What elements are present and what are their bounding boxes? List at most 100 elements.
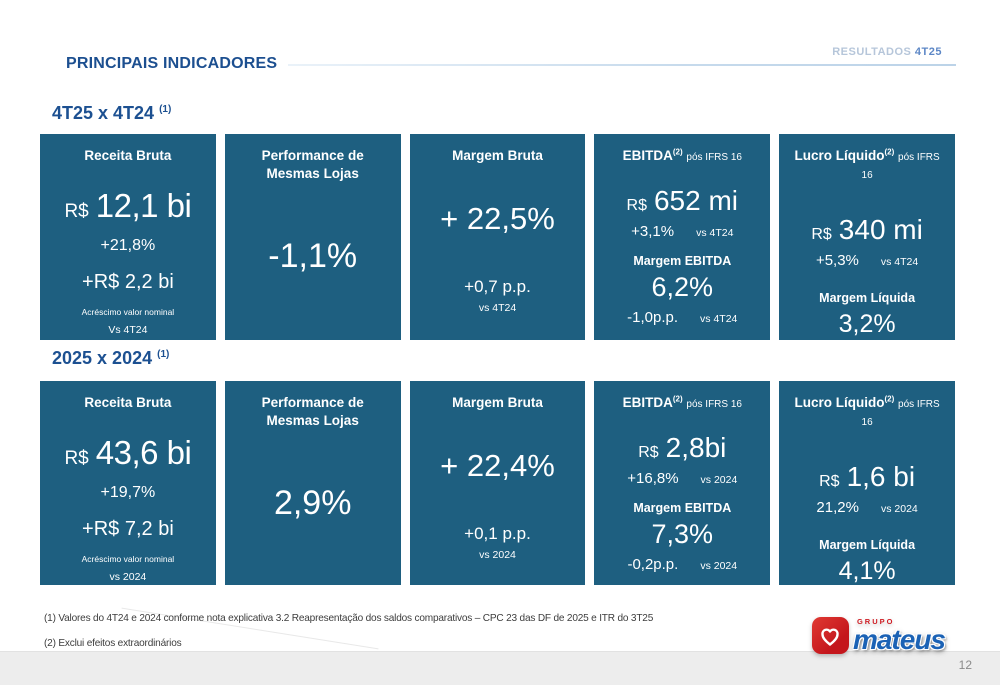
lucro-vs: vs 2024 — [880, 503, 918, 516]
logo-text: GRUPO mateus — [852, 616, 946, 655]
card-title: Margem Bruta — [452, 148, 543, 163]
margem-vs: vs 2024 — [479, 548, 516, 561]
lucro-title-suffix: pós IFRS 16 — [861, 399, 940, 428]
ebitda-value: 2,8bi — [665, 431, 727, 463]
card-performance-q: Performance de Mesmas Lojas -1,1% — [224, 134, 401, 340]
indicator-row-quarter: Receita Bruta R$ 12,1 bi +21,8% +R$ 2,2 … — [40, 134, 955, 340]
card-receita-bruta-q: Receita Bruta R$ 12,1 bi +21,8% +R$ 2,2 … — [40, 134, 216, 340]
card-title: Lucro Líquido(2) pós IFRS 16 — [792, 394, 942, 429]
receita-value-line: R$ 43,6 bi — [64, 434, 191, 472]
margem-ebitda-value: 6,2% — [651, 271, 714, 302]
lucro-title-text: Lucro Líquido — [794, 395, 885, 410]
performance-value: -1,1% — [268, 237, 358, 276]
receita-vs: Vs 4T24 — [108, 323, 148, 336]
section-heading-year: 2025 x 2024 (1) — [52, 348, 169, 369]
logo-group-label: GRUPO — [856, 616, 895, 626]
margem-ebitda-value: 7,3% — [651, 518, 714, 549]
footnote-ref-icon: (2) — [672, 394, 683, 404]
currency-symbol: R$ — [819, 473, 840, 491]
card-title: EBITDA(2) pós IFRS 16 — [623, 147, 742, 165]
ebitda-title-suffix: pós IFRS 16 — [686, 152, 742, 163]
margem-ebitda-delta-row: -0,2p.p. vs 2024 — [627, 556, 737, 573]
card-margem-bruta-q: Margem Bruta + 22,5% +0,7 p.p. vs 4T24 — [409, 134, 586, 340]
lucro-value: 1,6 bi — [846, 461, 916, 493]
card-receita-bruta-y: Receita Bruta R$ 43,6 bi +19,7% +R$ 7,2 … — [40, 381, 216, 585]
section-heading-text: 4T25 x 4T24 — [52, 103, 155, 123]
page-number: 12 — [958, 658, 972, 672]
ebitda-pct-row: +3,1% vs 4T24 — [631, 223, 733, 240]
lucro-pct-row: +5,3% vs 4T24 — [816, 252, 918, 269]
card-ebitda-q: EBITDA(2) pós IFRS 16 R$ 652 mi +3,1% vs… — [594, 134, 771, 340]
card-title: Receita Bruta — [84, 148, 172, 163]
lucro-pct-row: 21,2% vs 2024 — [816, 499, 917, 516]
margem-liquida-value: 4,1% — [838, 557, 896, 585]
receita-delta: +R$ 2,2 bi — [82, 270, 174, 293]
lucro-title-suffix: pós IFRS 16 — [861, 152, 940, 181]
margem-ebitda-delta: -1,0p.p. — [627, 308, 679, 326]
card-performance-y: Performance de Mesmas Lojas 2,9% — [224, 381, 401, 585]
card-title: EBITDA(2) pós IFRS 16 — [623, 394, 742, 412]
receita-note: Acréscimo valor nominal — [81, 306, 175, 317]
heart-icon — [811, 617, 849, 654]
margem-delta: +0,7 p.p. — [464, 276, 531, 296]
card-ebitda-y: EBITDA(2) pós IFRS 16 R$ 2,8bi +16,8% vs… — [594, 381, 771, 585]
lucro-pct: 21,2% — [816, 499, 859, 517]
receita-pct: +21,8% — [100, 236, 156, 254]
footnote-ref-icon: (2) — [884, 147, 895, 157]
card-title: Receita Bruta — [84, 395, 172, 410]
performance-value: 2,9% — [273, 484, 352, 523]
ebitda-pct-row: +16,8% vs 2024 — [627, 470, 737, 487]
currency-symbol: R$ — [638, 443, 659, 461]
card-margem-bruta-y: Margem Bruta + 22,4% +0,1 p.p. vs 2024 — [409, 381, 586, 585]
ebitda-value: 652 mi — [653, 184, 739, 216]
results-label: RESULTADOS — [832, 46, 912, 58]
ebitda-vs: vs 2024 — [700, 473, 738, 486]
card-title: Margem Bruta — [452, 395, 543, 410]
receita-note: Acréscimo valor nominal — [81, 553, 175, 564]
footnote-2: (2) Exclui efeitos extraordinários — [44, 637, 182, 649]
footnote-1: (1) Valores do 4T24 e 2024 conforme nota… — [44, 612, 654, 624]
margem-ebitda-label: Margem EBITDA — [633, 253, 732, 268]
currency-symbol: R$ — [626, 196, 647, 214]
lucro-value-line: R$ 1,6 bi — [819, 461, 915, 493]
margem-liquida-value: 3,2% — [838, 310, 896, 339]
ebitda-vs: vs 4T24 — [696, 226, 734, 239]
results-period: 4T25 — [914, 46, 942, 58]
card-title: Performance de Mesmas Lojas — [261, 395, 364, 428]
footnote-ref-icon: (1) — [157, 349, 170, 360]
card-lucro-liquido-q: Lucro Líquido(2) pós IFRS 16 R$ 340 mi +… — [779, 134, 955, 340]
margem-value: + 22,4% — [440, 447, 555, 483]
results-tag: RESULTADOS 4T25 — [832, 46, 942, 58]
logo-brand-label: mateus — [852, 624, 946, 655]
margem-ebitda-label: Margem EBITDA — [633, 500, 732, 515]
lucro-value-line: R$ 340 mi — [811, 214, 923, 246]
ebitda-value-line: R$ 652 mi — [627, 185, 739, 217]
margem-vs: vs 4T24 — [478, 301, 517, 314]
lucro-value: 340 mi — [838, 214, 923, 246]
margem-value: + 22,5% — [440, 200, 555, 236]
page-title: PRINCIPAIS INDICADORES — [66, 55, 278, 72]
receita-vs: vs 2024 — [109, 570, 147, 583]
ebitda-title-text: EBITDA — [622, 395, 673, 410]
margem-ebitda-delta: -0,2p.p. — [627, 555, 679, 573]
ebitda-title-text: EBITDA — [622, 148, 673, 163]
ebitda-pct: +16,8% — [627, 469, 679, 487]
receita-value: 12,1 bi — [95, 186, 192, 224]
grupo-mateus-logo: GRUPO mateus — [811, 616, 946, 655]
ebitda-pct: +3,1% — [631, 222, 675, 240]
lucro-title-text: Lucro Líquido — [794, 148, 885, 163]
currency-symbol: R$ — [811, 226, 832, 244]
margem-ebitda-delta-row: -1,0p.p. vs 4T24 — [627, 309, 737, 326]
currency-symbol: R$ — [64, 200, 89, 222]
footnote-ref-icon: (1) — [159, 104, 172, 115]
card-title: Performance de Mesmas Lojas — [261, 148, 364, 181]
margem-liquida-label: Margem Líquida — [819, 538, 916, 553]
card-lucro-liquido-y: Lucro Líquido(2) pós IFRS 16 R$ 1,6 bi 2… — [779, 381, 955, 585]
footer-band — [0, 652, 1000, 685]
footnote-ref-icon: (2) — [672, 147, 683, 157]
margem-ebitda-vs: vs 2024 — [700, 559, 738, 572]
receita-delta: +R$ 7,2 bi — [82, 517, 174, 540]
title-divider-line — [288, 64, 956, 66]
ebitda-title-suffix: pós IFRS 16 — [686, 399, 742, 410]
